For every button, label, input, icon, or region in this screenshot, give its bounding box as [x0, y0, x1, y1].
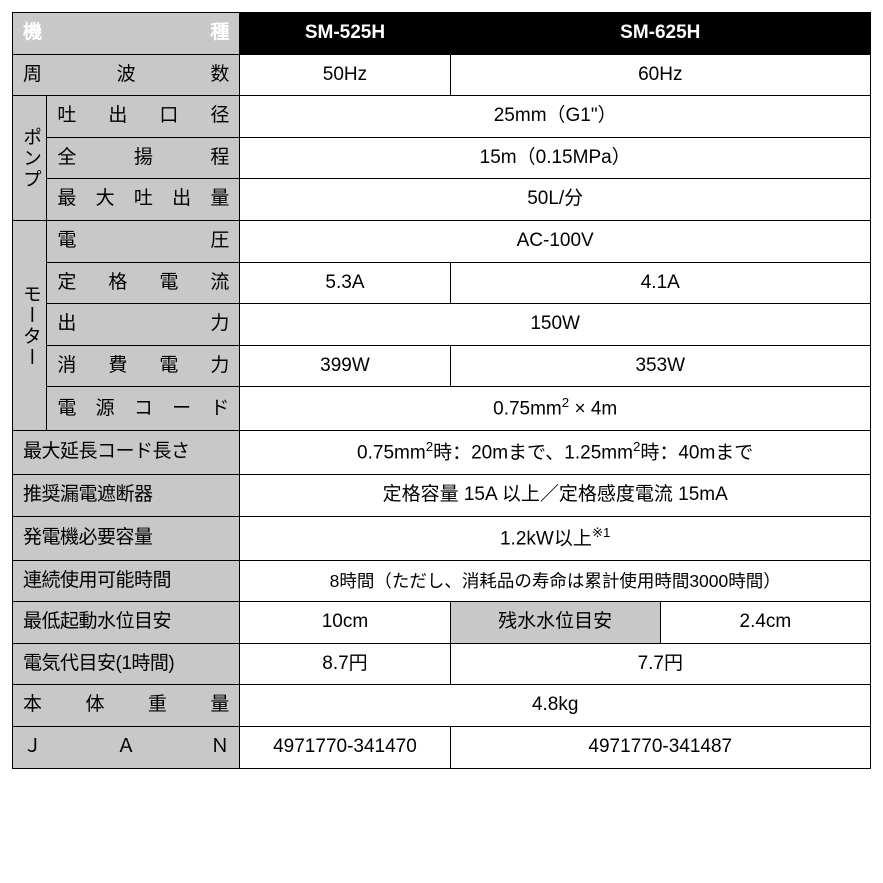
value-min-start-level-b: 2.4cm	[660, 602, 870, 644]
value-electricity-cost-a: 8.7円	[240, 643, 450, 685]
row-power-consumption: 消費電力 399W 353W	[13, 345, 871, 387]
value-jan-a: 4971770-341470	[240, 727, 450, 769]
value-rated-current-a: 5.3A	[240, 262, 450, 304]
label-total-head: 全揚程	[47, 137, 240, 179]
value-discharge-diameter: 25mm（G1"）	[240, 96, 871, 138]
label-continuous: 連続使用可能時間	[13, 560, 240, 602]
label-rated-current: 定格電流	[47, 262, 240, 304]
row-weight: 本体重量 4.8kg	[13, 685, 871, 727]
label-max-ext-cord: 最大延長コード長さ	[13, 431, 240, 475]
value-voltage: AC-100V	[240, 220, 871, 262]
label-weight: 本体重量	[13, 685, 240, 727]
label-frequency: 周波数	[13, 54, 240, 96]
value-electricity-cost-b: 7.7円	[450, 643, 870, 685]
row-max-ext-cord: 最大延長コード長さ 0.75mm2時：20mまで、1.25mm2時：40mまで	[13, 431, 871, 475]
row-voltage: モーター 電圧 AC-100V	[13, 220, 871, 262]
value-max-discharge: 50L/分	[240, 179, 871, 221]
row-jan: ＪＡＮ 4971770-341470 4971770-341487	[13, 727, 871, 769]
row-continuous: 連続使用可能時間 8時間（ただし、消耗品の寿命は累計使用時間3000時間）	[13, 560, 871, 602]
spec-table: 機種 SM-525H SM-625H 周波数 50Hz 60Hz ポンプ 吐出口…	[12, 12, 871, 769]
value-total-head: 15m（0.15MPa）	[240, 137, 871, 179]
row-electricity-cost: 電気代目安(1時間) 8.7円 7.7円	[13, 643, 871, 685]
row-discharge-diameter: ポンプ 吐出口径 25mm（G1"）	[13, 96, 871, 138]
row-power-cord: 電源コード 0.75mm2 × 4m	[13, 387, 871, 431]
label-discharge-diameter: 吐出口径	[47, 96, 240, 138]
value-breaker: 定格容量 15A 以上／定格感度電流 15mA	[240, 475, 871, 517]
label-power-cord: 電源コード	[47, 387, 240, 431]
label-output: 出力	[47, 304, 240, 346]
label-jan: ＪＡＮ	[13, 727, 240, 769]
value-min-start-level-a: 10cm	[240, 602, 450, 644]
label-min-start-level: 最低起動水位目安	[13, 602, 240, 644]
value-frequency-b: 60Hz	[450, 54, 870, 96]
value-rated-current-b: 4.1A	[450, 262, 870, 304]
label-breaker: 推奨漏電遮断器	[13, 475, 240, 517]
value-max-ext-cord: 0.75mm2時：20mまで、1.25mm2時：40mまで	[240, 431, 871, 475]
label-max-discharge: 最大吐出量	[47, 179, 240, 221]
value-jan-b: 4971770-341487	[450, 727, 870, 769]
value-output: 150W	[240, 304, 871, 346]
value-power-consumption-a: 399W	[240, 345, 450, 387]
label-power-consumption: 消費電力	[47, 345, 240, 387]
value-power-consumption-b: 353W	[450, 345, 870, 387]
row-frequency: 周波数 50Hz 60Hz	[13, 54, 871, 96]
group-pump: ポンプ	[13, 96, 47, 221]
row-rated-current: 定格電流 5.3A 4.1A	[13, 262, 871, 304]
row-total-head: 全揚程 15m（0.15MPa）	[13, 137, 871, 179]
value-continuous: 8時間（ただし、消耗品の寿命は累計使用時間3000時間）	[240, 560, 871, 602]
row-output: 出力 150W	[13, 304, 871, 346]
group-motor: モーター	[13, 220, 47, 430]
row-generator: 発電機必要容量 1.2kW以上※1	[13, 516, 871, 560]
label-electricity-cost: 電気代目安(1時間)	[13, 643, 240, 685]
value-generator: 1.2kW以上※1	[240, 516, 871, 560]
header-machine-type: 機種	[13, 13, 240, 55]
label-generator: 発電機必要容量	[13, 516, 240, 560]
header-row: 機種 SM-525H SM-625H	[13, 13, 871, 55]
value-frequency-a: 50Hz	[240, 54, 450, 96]
label-residual-water: 残水水位目安	[450, 602, 660, 644]
label-voltage: 電圧	[47, 220, 240, 262]
row-max-discharge: 最大吐出量 50L/分	[13, 179, 871, 221]
header-model-b: SM-625H	[450, 13, 870, 55]
row-min-start-level: 最低起動水位目安 10cm 残水水位目安 2.4cm	[13, 602, 871, 644]
value-power-cord: 0.75mm2 × 4m	[240, 387, 871, 431]
row-breaker: 推奨漏電遮断器 定格容量 15A 以上／定格感度電流 15mA	[13, 475, 871, 517]
value-weight: 4.8kg	[240, 685, 871, 727]
header-model-a: SM-525H	[240, 13, 450, 55]
